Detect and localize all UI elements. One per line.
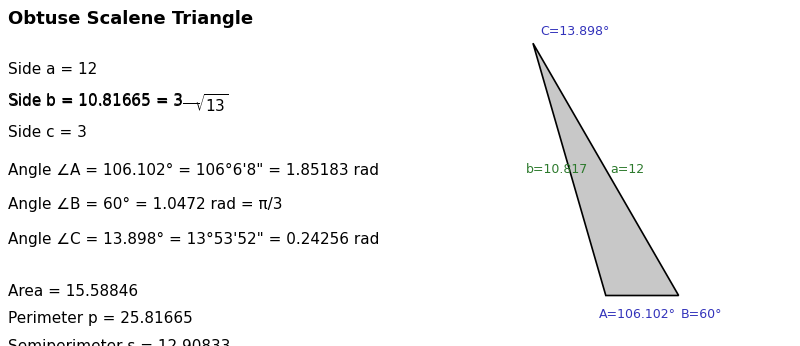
Text: C=13.898°: C=13.898°: [540, 25, 610, 38]
Text: Perimeter p = 25.81665: Perimeter p = 25.81665: [8, 311, 193, 326]
Text: Semiperimeter s = 12.90833: Semiperimeter s = 12.90833: [8, 339, 230, 346]
Text: Obtuse Scalene Triangle: Obtuse Scalene Triangle: [8, 10, 253, 28]
Text: Side a = 12: Side a = 12: [8, 62, 98, 77]
Text: Side b = 10.81665 = 3: Side b = 10.81665 = 3: [8, 93, 183, 108]
Text: $\sqrt{13}$: $\sqrt{13}$: [194, 93, 229, 116]
Text: Angle ∠B = 60° = 1.0472 rad = π/3: Angle ∠B = 60° = 1.0472 rad = π/3: [8, 197, 282, 212]
Text: Area = 15.58846: Area = 15.58846: [8, 284, 138, 299]
Text: Side c = 3: Side c = 3: [8, 125, 87, 139]
Text: Side b = 10.81665 = 3$\mathregular{\overline{\ \ \ }}$: Side b = 10.81665 = 3$\mathregular{\over…: [8, 93, 199, 109]
Text: A=106.102°: A=106.102°: [598, 308, 675, 321]
Text: a=12: a=12: [610, 163, 645, 176]
Polygon shape: [533, 43, 678, 295]
Text: b=10.817: b=10.817: [526, 163, 588, 176]
Text: Angle ∠A = 106.102° = 106°6'8" = 1.85183 rad: Angle ∠A = 106.102° = 106°6'8" = 1.85183…: [8, 163, 379, 177]
Text: Angle ∠C = 13.898° = 13°53'52" = 0.24256 rad: Angle ∠C = 13.898° = 13°53'52" = 0.24256…: [8, 232, 379, 247]
Text: B=60°: B=60°: [681, 308, 722, 321]
